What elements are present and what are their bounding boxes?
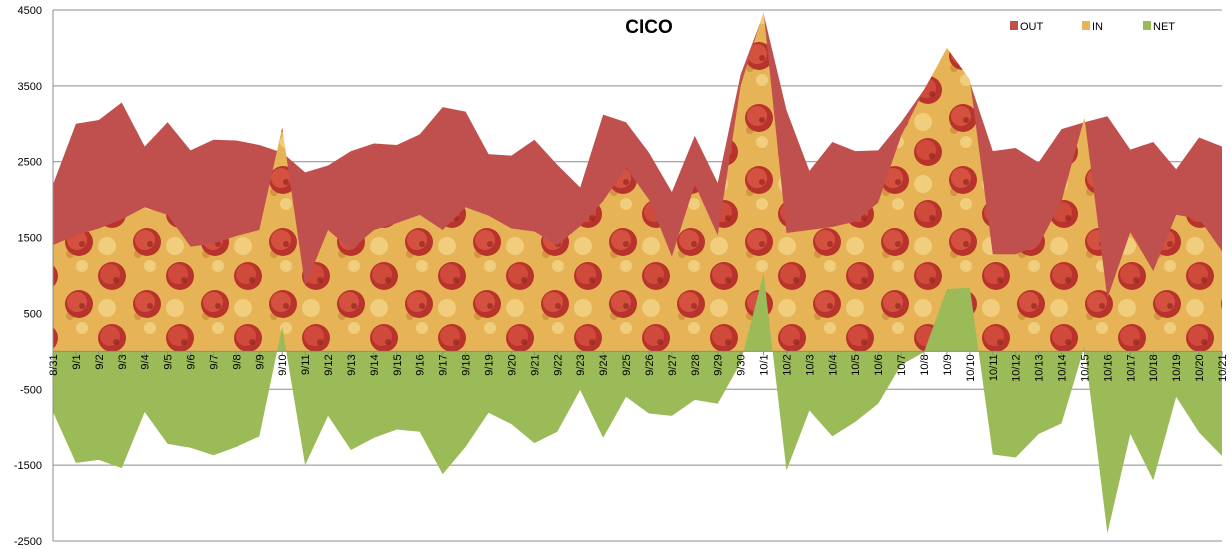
y-tick-label: 3500 <box>18 81 42 93</box>
x-tick-label: 9/26 <box>644 354 656 375</box>
x-tick-label: 10/6 <box>873 354 885 375</box>
x-tick-label: 9/30 <box>736 354 748 375</box>
chart-title: CICO <box>625 17 673 38</box>
x-tick-label: 9/13 <box>346 354 358 375</box>
x-tick-label: 9/23 <box>575 354 587 375</box>
x-tick-label: 9/17 <box>438 354 450 375</box>
y-tick-label: 4500 <box>18 5 42 17</box>
x-tick-label: 9/27 <box>667 354 679 375</box>
x-tick-label: 9/20 <box>506 354 518 375</box>
axes: 4500 3500 2500 1500 500 -500 -1500 -2500 8/31 9/1… <box>14 5 1229 548</box>
x-tick-label: 9/25 <box>621 354 633 375</box>
x-tick-label: 9/1 <box>71 354 83 369</box>
x-tick-label: 9/16 <box>415 354 427 375</box>
x-tick-label: 9/21 <box>529 354 541 375</box>
x-tick-label: 9/3 <box>117 354 129 369</box>
area-series <box>53 11 1222 534</box>
x-tick-label: 9/11 <box>300 354 312 375</box>
x-tick-label: 10/20 <box>1194 354 1206 382</box>
x-tick-label: 10/10 <box>965 354 977 382</box>
y-tick-label: -1500 <box>14 460 42 472</box>
x-tick-label: 10/5 <box>850 354 862 375</box>
x-tick-label: 9/14 <box>369 354 381 375</box>
y-tick-label: 1500 <box>18 233 42 245</box>
x-tick-label: 9/19 <box>484 354 496 375</box>
x-tick-label: 10/12 <box>1011 354 1023 382</box>
x-tick-label: 9/9 <box>254 354 266 369</box>
x-tick-label: 9/12 <box>323 354 335 375</box>
legend-swatch-net <box>1143 21 1151 30</box>
x-tick-label: 10/8 <box>919 354 931 375</box>
x-tick-label: 10/7 <box>896 354 908 375</box>
y-tick-label: 2500 <box>18 157 42 169</box>
x-tick-label: 9/8 <box>231 354 243 369</box>
legend-label-out: OUT <box>1020 21 1044 33</box>
area-in <box>53 11 1222 352</box>
x-tick-label: 9/10 <box>277 354 289 375</box>
legend-swatch-out <box>1010 21 1018 30</box>
x-tick-label: 9/15 <box>392 354 404 375</box>
x-tick-label: 10/2 <box>781 354 793 375</box>
x-tick-label: 9/29 <box>713 354 725 375</box>
x-tick-label: 10/11 <box>988 354 1000 381</box>
x-tick-label: 9/7 <box>208 354 220 369</box>
legend: OUT IN NET <box>1010 21 1175 33</box>
x-tick-label: 10/16 <box>1102 354 1114 382</box>
x-tick-label: 9/22 <box>552 354 564 375</box>
x-tick-label: 9/28 <box>690 354 702 375</box>
x-tick-label: 10/13 <box>1034 354 1046 382</box>
x-tick-label: 9/24 <box>598 354 610 375</box>
x-tick-label: 10/21 <box>1217 354 1229 382</box>
x-tick-label: 9/5 <box>163 354 175 369</box>
x-tick-label: 10/18 <box>1148 354 1160 382</box>
x-tick-label: 9/6 <box>186 354 198 369</box>
x-tick-label: 9/18 <box>461 354 473 375</box>
x-tick-label: 10/14 <box>1057 354 1069 382</box>
x-tick-label: 9/2 <box>94 354 106 369</box>
y-tick-label: -500 <box>20 384 42 396</box>
x-tick-label: 10/19 <box>1171 354 1183 382</box>
x-tick-label: 10/15 <box>1079 354 1091 382</box>
x-tick-label: 10/17 <box>1125 354 1137 382</box>
y-tick-label: -2500 <box>14 536 42 548</box>
legend-label-net: NET <box>1153 21 1175 33</box>
x-tick-label: 10/4 <box>827 354 839 375</box>
x-tick-label: 10/3 <box>804 354 816 375</box>
x-tick-label: 9/4 <box>140 354 152 369</box>
y-tick-label: 500 <box>24 308 42 320</box>
x-tick-label: 8/31 <box>48 354 60 375</box>
area-net <box>53 273 1222 534</box>
x-tick-label: 10/1 <box>759 354 771 375</box>
x-tick-label: 10/9 <box>942 354 954 375</box>
legend-label-in: IN <box>1092 21 1103 33</box>
legend-swatch-in <box>1082 21 1090 30</box>
